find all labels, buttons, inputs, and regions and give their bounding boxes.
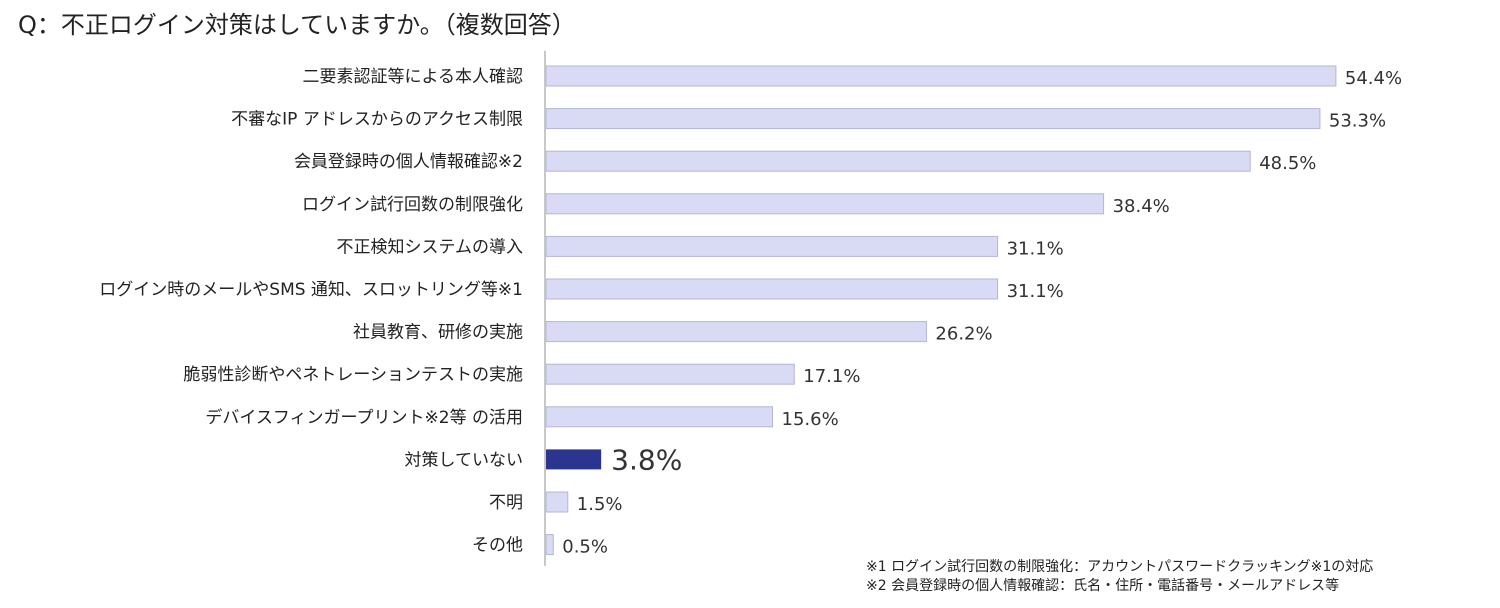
category-label: 不審なIP アドレスからのアクセス制限 — [231, 110, 523, 130]
category-label: ログイン時のメールやSMS 通知、スロットリング等※1 — [99, 280, 523, 300]
value-label: 53.3% — [1329, 111, 1386, 132]
value-label: 15.6% — [782, 409, 839, 430]
category-label: 対策していない — [405, 450, 524, 470]
category-label: 二要素認証等による本人確認 — [303, 67, 524, 87]
category-label: デバイスフィンガープリント※2等 の活用 — [205, 407, 523, 428]
bar — [545, 108, 1321, 130]
chart-title: Q：不正ログイン対策はしていますか。（複数回答） — [18, 11, 576, 39]
bar — [545, 65, 1337, 87]
bar — [545, 491, 569, 513]
value-label: 1.5% — [577, 494, 623, 515]
value-label: 38.4% — [1113, 196, 1170, 217]
category-label: 社員教育、研修の実施 — [353, 323, 523, 343]
value-label: 54.4% — [1345, 68, 1402, 89]
bar — [545, 363, 795, 385]
bar — [545, 534, 554, 556]
bar-highlight — [546, 449, 602, 470]
value-label: 31.1% — [1007, 281, 1064, 302]
footnote-2: ※2 会員登録時の個人情報確認：氏名・住所・電話番号・メールアドレス等 — [866, 578, 1340, 594]
bar — [545, 150, 1251, 172]
value-label: 3.8% — [611, 443, 682, 476]
footnotes: ※1 ログイン試行回数の制限強化：アカウントパスワードクラッキング※1の対応 ※… — [866, 558, 1373, 596]
bar — [545, 193, 1105, 215]
value-label: 31.1% — [1007, 238, 1064, 259]
bar — [545, 321, 927, 343]
category-label: 不正検知システムの導入 — [337, 237, 524, 257]
category-label: 不明 — [489, 493, 523, 513]
bar — [545, 406, 774, 428]
category-label: その他 — [472, 536, 523, 556]
category-label: 会員登録時の個人情報確認※2 — [294, 152, 523, 172]
bar — [545, 235, 999, 257]
bar — [545, 278, 999, 300]
footnote-1: ※1 ログイン試行回数の制限強化：アカウントパスワードクラッキング※1の対応 — [866, 559, 1374, 575]
category-label: 脆弱性診断やペネトレーションテストの実施 — [183, 365, 523, 385]
value-label: 17.1% — [803, 366, 860, 387]
value-label: 0.5% — [562, 537, 608, 558]
value-label: 48.5% — [1259, 153, 1316, 174]
category-label: ログイン試行回数の制限強化 — [302, 195, 523, 215]
value-label: 26.2% — [935, 324, 992, 345]
